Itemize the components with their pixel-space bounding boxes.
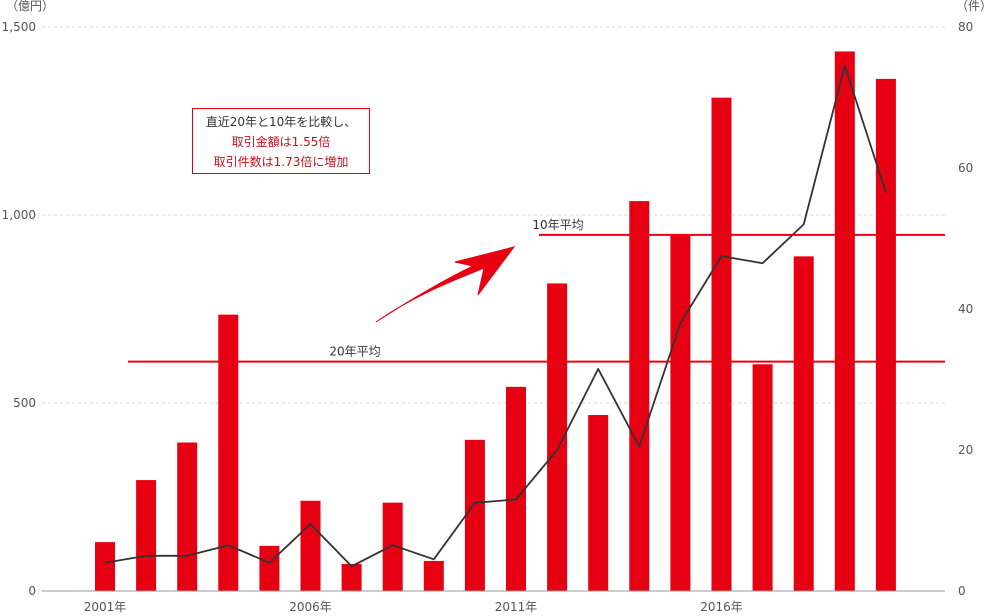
count-line: [104, 64, 887, 568]
bar: [259, 545, 280, 591]
callout-line-1: 直近20年と10年を比較し、: [205, 115, 357, 129]
bar: [875, 78, 896, 591]
average-line-label: 20年平均: [329, 345, 380, 359]
bar: [547, 283, 568, 591]
right-axis-unit: （件）: [956, 0, 992, 13]
bar: [588, 415, 609, 591]
y-left-tick-label: 0: [28, 584, 36, 598]
bar-series: [95, 51, 896, 592]
bar: [177, 442, 198, 591]
x-tick-label: 2016年: [700, 600, 743, 614]
bar: [506, 386, 526, 591]
bar: [136, 480, 157, 591]
left-axis-unit: （億円）: [6, 0, 54, 13]
bar: [341, 563, 362, 591]
y-right-tick-label: 20: [958, 443, 973, 457]
axes: 0 500 1,000 1,500 0 20 40 60 80 2001年 2006年 2011年 20…: [2, 20, 974, 614]
line-series: [104, 64, 887, 568]
y-right-tick-label: 40: [958, 302, 973, 316]
y-right-tick-label: 80: [958, 20, 973, 34]
y-left-tick-label: 500: [13, 396, 36, 410]
x-tick-label: 2006年: [289, 600, 332, 614]
bar: [793, 256, 814, 591]
y-left-tick-label: 1,500: [2, 20, 36, 34]
bar: [423, 560, 444, 591]
bar: [711, 97, 732, 592]
bar: [629, 201, 650, 591]
bar: [95, 542, 115, 591]
x-tick-label: 2001年: [84, 600, 127, 614]
bar: [752, 364, 773, 591]
callout-box: 直近20年と10年を比較し、 取引金額は1.55倍 取引件数は1.73倍に増加: [192, 108, 370, 174]
bar: [300, 500, 321, 591]
bar: [382, 502, 403, 591]
bar: [834, 51, 855, 591]
callout-line-3: 取引件数は1.73倍に増加: [213, 155, 349, 169]
bar: [218, 314, 239, 591]
bar: [464, 439, 485, 591]
y-right-tick-label: 0: [958, 584, 966, 598]
reference-lines: 20年平均 10年平均: [128, 218, 945, 363]
x-tick-label: 2011年: [495, 600, 538, 614]
y-left-tick-label: 1,000: [2, 208, 36, 222]
bar: [670, 234, 691, 592]
callout-line-2: 取引金額は1.55倍: [231, 135, 331, 149]
average-line-label: 10年平均: [532, 218, 583, 232]
y-right-tick-label: 60: [958, 161, 973, 175]
trend-arrow: [375, 246, 516, 323]
